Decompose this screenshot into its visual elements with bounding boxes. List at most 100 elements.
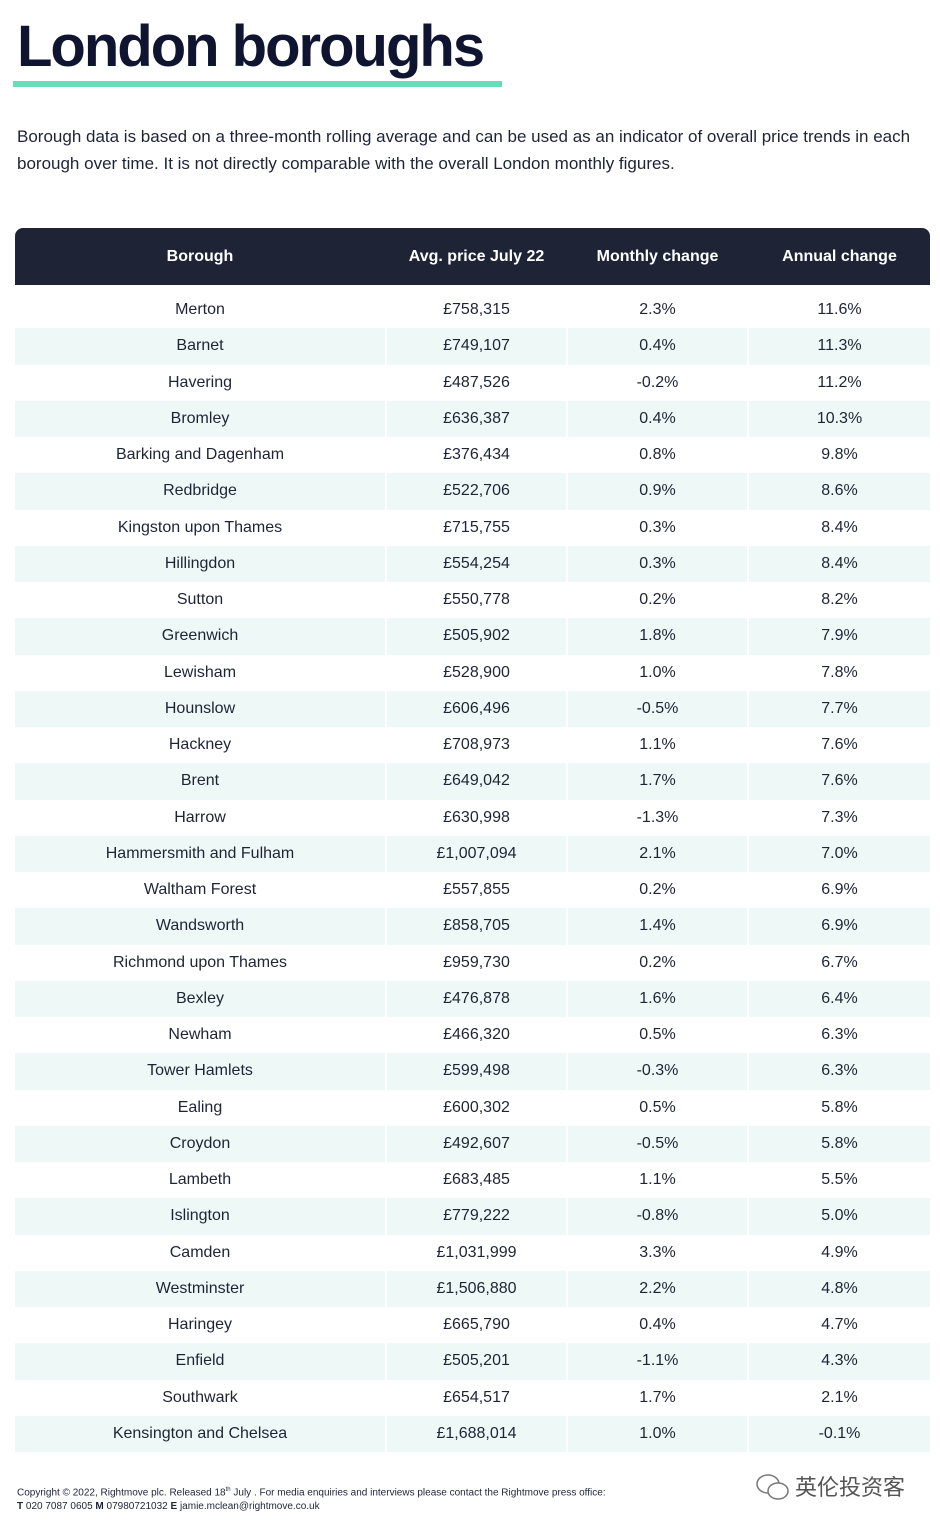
table-cell: Southwark [162,1388,238,1406]
table-cell: 0.2% [639,953,676,971]
table-row: Ealing £600,302 0.5% 5.8% [15,1090,930,1126]
table-cell: £606,496 [387,690,566,727]
table-cell: 4.3% [749,1343,930,1380]
table-cell: £466,320 [443,1026,510,1044]
table-row: Kensington and Chelsea £1,688,014 1.0% -0.1… [15,1415,930,1452]
table-cell: Havering [167,373,233,391]
table-row: Haringey £665,790 0.4% 4.7% [15,1307,930,1343]
table-row: Croydon £492,607 -0.5% 5.8% [15,1125,930,1162]
table-cell: £528,900 [443,663,510,681]
table-cell: 1.4% [568,908,747,945]
table-cell: 3.3% [639,1243,676,1261]
table-cell: 8.2% [821,591,858,609]
table-cell: -0.2% [636,373,679,391]
table-cell: 1.7% [568,763,747,800]
table-cell: -0.3% [568,1053,747,1090]
table-cell: Redbridge [15,473,385,510]
table-row: Lewisham £528,900 1.0% 7.8% [15,655,930,691]
table-cell: 11.2% [817,373,862,391]
table-cell: -0.1% [749,1415,930,1452]
table-cell: Lambeth [168,1171,232,1189]
table-cell: £599,498 [387,1053,566,1090]
copyright: Copyright © 2022, Rightmove plc. Release… [17,1483,606,1500]
table-cell: £522,706 [387,473,566,510]
title-underline [13,81,502,87]
table-cell: Waltham Forest [143,881,257,899]
table-cell: £683,485 [443,1171,510,1189]
table-cell: Lewisham [163,663,237,681]
title: London boroughs [17,14,485,79]
table-cell: 5.8% [749,1125,930,1162]
table-row: Brent £649,042 1.7% 7.6% [15,763,930,800]
table-cell: 1.1% [639,736,676,754]
table-row: Kingston upon Thames £715,755 0.3% 8.4% [15,510,930,546]
table-row: Islington £779,222 -0.8% 5.0% [15,1198,930,1235]
table-cell: Brent [15,763,385,800]
table-row: Redbridge £522,706 0.9% 8.6% [15,473,930,510]
table-cell: 0.2% [639,881,676,899]
table-row: Merton £758,315 2.3% 11.6% [15,292,930,328]
table: Borough Avg. price July 22 Monthly change A… [15,228,930,1452]
table-cell: £715,755 [443,518,510,536]
table-cell: Hounslow [15,690,385,727]
table-row: Newham £466,320 0.5% 6.3% [15,1017,930,1053]
table-row: Lambeth £683,485 1.1% 5.5% [15,1162,930,1198]
table-cell: 0.4% [639,1316,676,1334]
table-cell: 5.5% [821,1171,858,1189]
table-cell: 4.7% [821,1316,858,1334]
contact-label: E [170,1501,178,1513]
table-cell: 0.2% [639,591,676,609]
column-header: Monthly change [596,247,719,265]
wechat-icon [756,1474,789,1500]
table-cell: £550,778 [443,591,510,609]
table-cell: 6.7% [821,953,858,971]
table-row: Hackney £708,973 1.1% 7.6% [15,727,930,763]
table-cell: £476,878 [387,980,566,1017]
table-cell: Greenwich [15,618,385,655]
table-row: Hillingdon £554,254 0.3% 8.4% [15,545,930,582]
table-cell: £600,302 [443,1098,510,1116]
table-body: Merton £758,315 2.3% 11.6% Barnet £749,107 0.4… [15,285,930,1452]
table-cell: Hammersmith and Fulham [15,835,385,872]
table-cell: Wandsworth [15,908,385,945]
table-cell: 8.4% [749,545,930,582]
table-cell: £654,517 [443,1388,510,1406]
table-cell: £630,998 [443,808,510,826]
table-cell: £1,506,880 [387,1270,566,1307]
table-cell: £959,730 [443,953,510,971]
table-row: Harrow £630,998 -1.3% 7.3% [15,800,930,836]
table-cell: £1,031,999 [436,1243,517,1261]
table-cell: 7.7% [749,690,930,727]
table-cell: Croydon [15,1125,385,1162]
table-cell: 11.6% [817,301,862,319]
table-row: Westminster £1,506,880 2.2% 4.8% [15,1270,930,1307]
table-cell: -0.5% [568,690,747,727]
table-cell: 0.3% [639,518,676,536]
table-cell: 7.8% [821,663,858,681]
table-cell: 2.2% [568,1270,747,1307]
table-row: Tower Hamlets £599,498 -0.3% 6.3% [15,1053,930,1090]
table-cell: Harrow [174,808,226,826]
table-cell: £649,042 [387,763,566,800]
table-cell: Hackney [168,736,232,754]
table-cell: £492,607 [387,1125,566,1162]
table-cell: £758,315 [443,301,510,319]
table-cell: £665,790 [443,1316,510,1334]
table-row: Havering £487,526 -0.2% 11.2% [15,365,930,401]
table-cell: 0.4% [568,328,747,365]
intro: Borough data is based on a three-month r… [17,127,911,173]
table-cell: £557,855 [443,881,510,899]
table-cell: 0.3% [568,545,747,582]
table-cell: Bromley [15,400,385,437]
contact-value: 020 7087 0605 [25,1501,93,1513]
table-cell: Barking and Dagenham [115,446,285,464]
table-cell: Bexley [15,980,385,1017]
table-cell: Merton [175,301,225,319]
table-row: Enfield £505,201 -1.1% 4.3% [15,1343,930,1380]
table-cell: 0.8% [639,446,676,464]
contact-value: 07980721032 [106,1501,168,1513]
table-cell: 9.8% [821,446,858,464]
table-cell: £376,434 [443,446,510,464]
table-cell: 5.8% [821,1098,858,1116]
table-cell: 1.0% [568,1415,747,1452]
